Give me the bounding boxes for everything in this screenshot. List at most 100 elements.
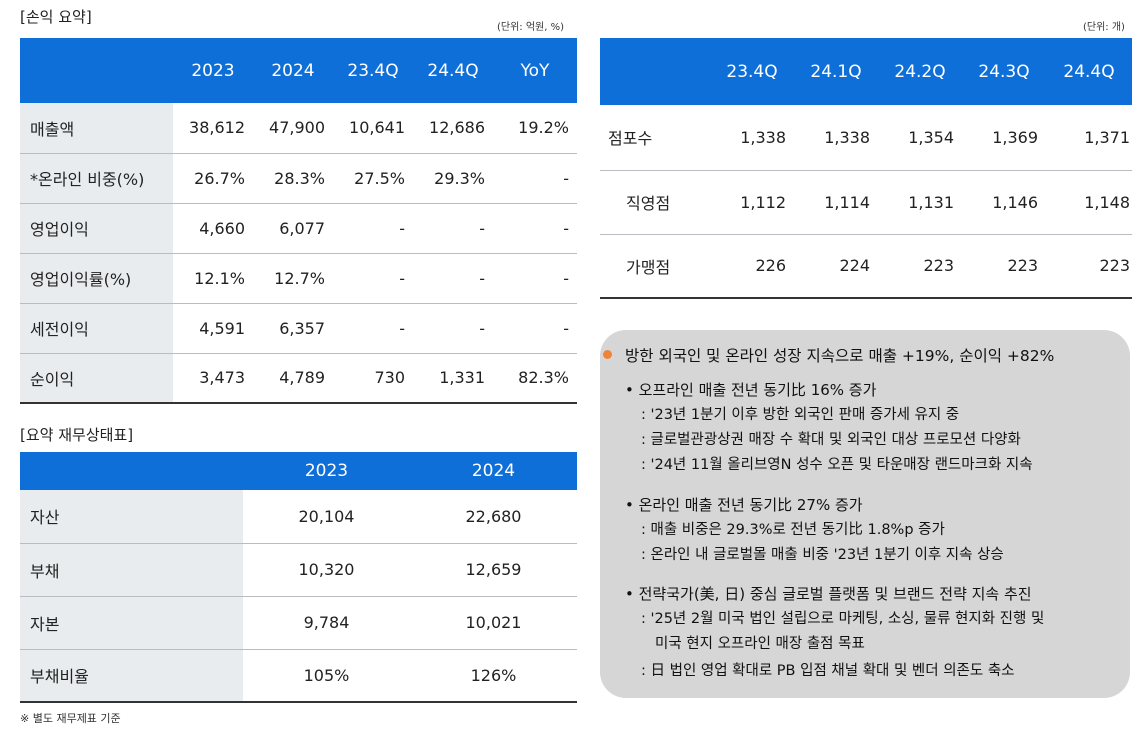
cell: 223 [1046,234,1132,299]
cell: 1,148 [1046,170,1132,235]
summary-sub: : '23년 1분기 이후 방한 외국인 판매 증가세 유지 중 [641,407,960,423]
table-row: 영업이익률(%) 12.1% 12.7% - - - [20,253,577,304]
cell: - [493,253,577,304]
cell: - [333,303,413,354]
cell: 1,331 [413,353,493,404]
summary-bullet: • 오프라인 매출 전년 동기比 16% 증가 [625,381,877,399]
cell: 19.2% [493,103,577,154]
cell: - [493,203,577,254]
cell: 27.5% [333,153,413,204]
cell: 1,146 [962,170,1046,235]
summary-bullet: • 온라인 매출 전년 동기比 27% 증가 [625,496,863,514]
table-row: *온라인 비중(%) 26.7% 28.3% 27.5% 29.3% - [20,153,577,204]
summary-sub: : '24년 11월 올리브영N 성수 오픈 및 타운매장 랜드마크화 지속 [641,457,1033,473]
orange-bullet-icon [603,350,612,359]
row-label: 점포수 [600,105,710,171]
cell: - [493,303,577,354]
income-table: 2023 2024 23.4Q 24.4Q YoY 매출액 38,612 47,… [20,38,577,404]
cell: 6,077 [253,203,333,254]
income-section-title: [손익 요약] [20,8,92,26]
cell: - [413,253,493,304]
table-row: 직영점 1,112 1,114 1,131 1,146 1,148 [600,170,1132,235]
cell: 4,789 [253,353,333,404]
row-label: 가맹점 [600,234,710,299]
table-row: 가맹점 226 224 223 223 223 [600,234,1132,299]
cell: 12,686 [413,103,493,154]
cell: 38,612 [173,103,253,154]
cell: 1,338 [794,105,878,171]
table-row: 자본 9,784 10,021 [20,596,577,650]
cell: 47,900 [253,103,333,154]
cell: - [413,203,493,254]
cell: 10,320 [243,543,410,597]
stores-header-24-4q: 24.4Q [1046,38,1132,105]
row-label: 매출액 [20,103,173,154]
table-row: 점포수 1,338 1,338 1,354 1,369 1,371 [600,105,1132,171]
stores-table: 23.4Q 24.1Q 24.2Q 24.3Q 24.4Q 점포수 1,338 … [600,38,1132,299]
income-header-2023: 2023 [173,38,253,103]
footnote: ※ 별도 재무제표 기준 [20,712,121,725]
row-label: *온라인 비중(%) [20,153,173,204]
cell: 1,338 [710,105,794,171]
summary-sub: : '25년 2월 미국 법인 설립으로 마케팅, 소싱, 물류 현지화 진행 … [641,611,1045,627]
summary-sub: : 매출 비중은 29.3%로 전년 동기比 1.8%p 증가 [641,522,945,538]
summary-sub: : 日 법인 영업 확대로 PB 입점 채널 확대 및 벤더 의존도 축소 [641,663,1015,679]
table-row: 세전이익 4,591 6,357 - - - [20,303,577,354]
income-header-2024: 2024 [253,38,333,103]
stores-header-row: 23.4Q 24.1Q 24.2Q 24.3Q 24.4Q [600,38,1132,105]
cell: 12.7% [253,253,333,304]
cell: 20,104 [243,490,410,544]
cell: 28.3% [253,153,333,204]
row-label: 부채비율 [20,649,243,703]
cell: 730 [333,353,413,404]
row-label: 자산 [20,490,243,544]
cell: 26.7% [173,153,253,204]
row-label: 순이익 [20,353,173,404]
table-row: 매출액 38,612 47,900 10,641 12,686 19.2% [20,103,577,154]
stores-header-23-4q: 23.4Q [710,38,794,105]
cell: 1,371 [1046,105,1132,171]
balance-header-row: 2023 2024 [20,452,577,490]
cell: 4,591 [173,303,253,354]
stores-header-blank [600,38,710,105]
balance-table: 2023 2024 자산 20,104 22,680 부채 10,320 12,… [20,452,577,703]
cell: - [413,303,493,354]
income-header-24-4q: 24.4Q [413,38,493,103]
balance-header-2023: 2023 [243,452,410,490]
stores-unit-label: (단위: 개) [1083,22,1125,33]
balance-header-2024: 2024 [410,452,577,490]
summary-sub: 미국 현지 오프라인 매장 출점 목표 [655,636,865,652]
summary-bullet: • 전략국가(美, 日) 중심 글로벌 플랫폼 및 브랜드 전략 지속 추진 [625,585,1032,603]
cell: 12.1% [173,253,253,304]
cell: - [493,153,577,204]
cell: 1,114 [794,170,878,235]
income-header-23-4q: 23.4Q [333,38,413,103]
summary-box [600,330,1130,698]
cell: 10,021 [410,596,577,650]
cell: 12,659 [410,543,577,597]
cell: 1,131 [878,170,962,235]
cell: 223 [962,234,1046,299]
cell: 224 [794,234,878,299]
cell: 6,357 [253,303,333,354]
cell: 4,660 [173,203,253,254]
cell: 105% [243,649,410,703]
income-unit-label: (단위: 억원, %) [497,22,565,33]
cell: 29.3% [413,153,493,204]
row-label: 부채 [20,543,243,597]
summary-sub: : 온라인 내 글로벌몰 매출 비중 '23년 1분기 이후 지속 상승 [641,547,1004,563]
stores-header-24-2q: 24.2Q [878,38,962,105]
income-header-blank [20,38,173,103]
stores-header-24-3q: 24.3Q [962,38,1046,105]
cell: 1,354 [878,105,962,171]
income-header-row: 2023 2024 23.4Q 24.4Q YoY [20,38,577,103]
row-label: 자본 [20,596,243,650]
table-row: 순이익 3,473 4,789 730 1,331 82.3% [20,353,577,404]
summary-sub: : 글로벌관광상권 매장 수 확대 및 외국인 대상 프로모션 다양화 [641,432,1021,448]
table-row: 자산 20,104 22,680 [20,490,577,544]
cell: - [333,253,413,304]
cell: 22,680 [410,490,577,544]
cell: 82.3% [493,353,577,404]
income-header-yoy: YoY [493,38,577,103]
cell: 10,641 [333,103,413,154]
